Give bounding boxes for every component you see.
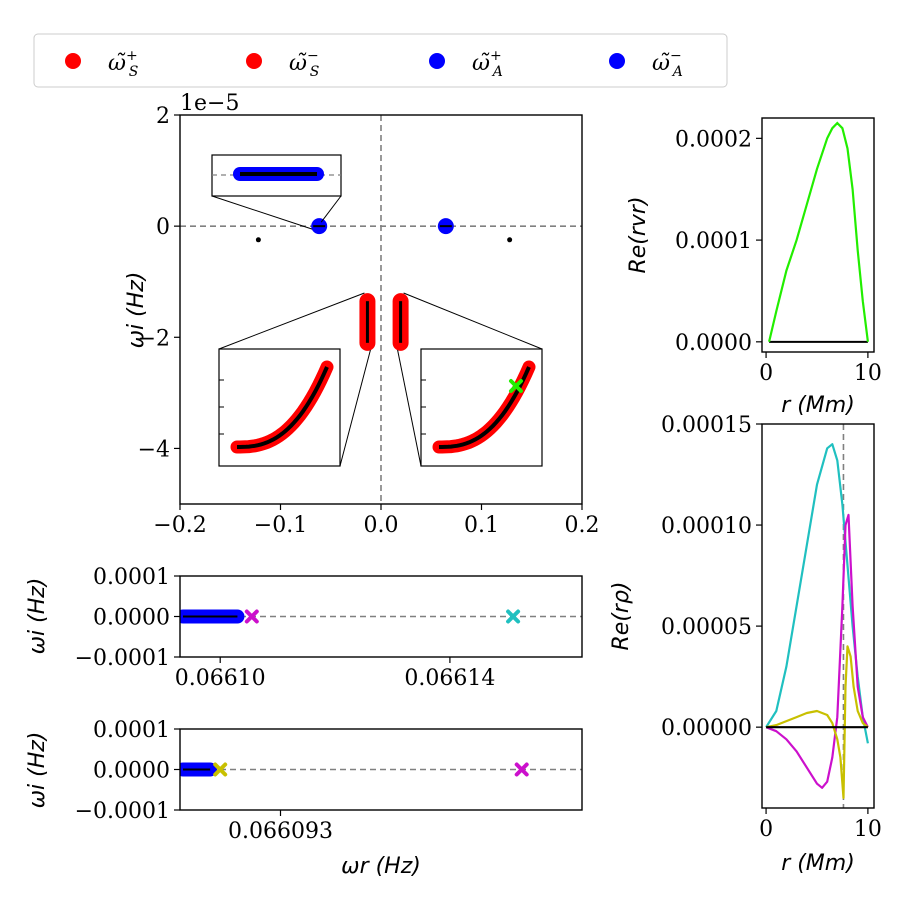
sub2-xtick-label: 0.066093 xyxy=(228,819,333,844)
right_bottom-xtick-label: 0 xyxy=(759,817,773,842)
inset-slow-left-core xyxy=(237,366,329,449)
main-frame xyxy=(179,114,583,505)
main-data xyxy=(180,115,582,504)
sub1-ytick-label: −0.0001 xyxy=(75,646,170,671)
right_top-xtick-label: 10 xyxy=(854,361,882,386)
legend-marker-slow-minus xyxy=(246,53,262,69)
right-top-frame xyxy=(761,117,875,353)
inset-slow-connector xyxy=(397,349,422,467)
sub2-frame xyxy=(179,728,583,811)
legend-label-alfven-minus: ω̃− A xyxy=(652,48,683,80)
main-black-point xyxy=(507,237,513,243)
right_bottom-ytick-label: 0.00000 xyxy=(661,716,752,741)
sub2-data xyxy=(180,762,582,777)
inset-alfven-connector xyxy=(320,195,342,223)
legend-label-slow-minus: ω̃− S xyxy=(289,48,319,80)
sub1-frame xyxy=(179,575,583,658)
sub2-marker-magenta xyxy=(514,762,529,777)
sub1-ytick-label: 0.0000 xyxy=(93,606,170,631)
inset-slow-right-core xyxy=(439,366,531,449)
right-top-axes: 0 10 0.0002 0.0001 0.0000 xyxy=(675,127,882,386)
main-ytick-label: 2 xyxy=(156,104,170,129)
sub2-ytick-label: 0.0001 xyxy=(93,718,170,743)
main-ylabel: ωi (Hz) xyxy=(124,272,149,349)
right-bottom-axes: 0 10 0.00015 0.00010 0.00005 0.00000 xyxy=(661,413,882,842)
right-top-panel: 0 10 0.0002 0.0001 0.0000 Re(rvr) r (Mm) xyxy=(626,117,882,418)
legend-frame xyxy=(33,33,728,88)
right-top-curve-green xyxy=(768,121,869,343)
sub2-ytick-label: 0.0000 xyxy=(93,759,170,784)
sub2-axes: 0.066093 0.0001 0.0000 −0.0001 xyxy=(75,718,333,844)
right_bottom-xtick-label: 10 xyxy=(854,817,882,842)
right_bottom-ytick-label: 0.00015 xyxy=(661,413,752,438)
sub2-marker-olive xyxy=(213,762,228,777)
sub2-panel: 0.066093 0.0001 0.0000 −0.0001 ωi (Hz) ωr (… xyxy=(25,718,583,879)
main-xtick-label: 0.2 xyxy=(565,513,600,538)
sub1-marker-magenta xyxy=(244,609,259,624)
legend: ω̃+ S ω̃− S ω̃+ A ω̃− A xyxy=(33,33,728,88)
main-xtick-label: −0.1 xyxy=(254,513,307,538)
legend-marker-alfven-minus xyxy=(609,53,625,69)
sub2-xlabel: ωr (Hz) xyxy=(341,854,421,879)
right_bottom-ytick-label: 0.00010 xyxy=(661,514,752,539)
insets xyxy=(211,154,543,467)
inset-slow-connector xyxy=(218,292,365,350)
main-y-multiplier: 1e−5 xyxy=(180,91,239,116)
sub1-panel: 0.06610 0.06614 0.0001 0.0000 −0.0001 ωi (Hz… xyxy=(25,565,583,691)
right-top-ylabel: Re(rvr) xyxy=(626,196,651,273)
right-bottom-frame xyxy=(761,423,875,809)
main-xtick-label: 0.1 xyxy=(464,513,499,538)
legend-marker-alfven-plus xyxy=(429,53,445,69)
sub1-axes: 0.06610 0.06614 0.0001 0.0000 −0.0001 xyxy=(75,565,496,691)
right_top-ytick-label: 0.0000 xyxy=(675,331,752,356)
right_top-ytick-label: 0.0001 xyxy=(675,229,752,254)
right-bottom-ylabel: Re(rρ) xyxy=(609,582,634,651)
right-bottom-curve-olive xyxy=(765,645,869,799)
sub1-ylabel: ωi (Hz) xyxy=(25,578,50,655)
sub2-ylabel: ωi (Hz) xyxy=(25,732,50,809)
right-bottom-panel: 0 10 0.00015 0.00010 0.00005 0.00000 Re(rρ) r… xyxy=(609,413,882,876)
main-ytick-label: −2 xyxy=(138,326,170,351)
legend-label-slow-plus: ω̃+ S xyxy=(108,48,138,80)
legend-marker-slow-plus xyxy=(65,53,81,69)
main-axes: −0.2 −0.1 0.0 0.1 0.2 2 0 −2 −4 xyxy=(138,104,600,538)
main-black-point xyxy=(255,237,261,243)
right-top-xlabel: r (Mm) xyxy=(781,393,855,418)
right_top-xtick-label: 0 xyxy=(759,361,773,386)
sub1-xtick-label: 0.06614 xyxy=(404,666,495,691)
inset-slow-right-marker xyxy=(509,379,523,393)
main-panel: 1e−5 −0.2 −0.1 0.0 0.1 0.2 2 0 −2 −4 ωi (Hz) xyxy=(124,91,600,538)
sub1-xtick-label: 0.06610 xyxy=(175,666,266,691)
main-ytick-label: −4 xyxy=(138,437,170,462)
main-ytick-label: 0 xyxy=(156,215,170,240)
right_top-ytick-label: 0.0002 xyxy=(675,127,752,152)
main-xtick-label: 0.0 xyxy=(364,513,399,538)
right-bottom-xlabel: r (Mm) xyxy=(781,851,855,876)
right-top-data xyxy=(768,121,869,343)
inset-alfven-connector xyxy=(211,195,313,230)
sub1-data xyxy=(180,609,582,624)
main-xtick-label: −0.2 xyxy=(153,513,206,538)
sub1-marker-cyan xyxy=(506,609,521,624)
right-bottom-data xyxy=(765,424,869,808)
sub1-ytick-label: 0.0001 xyxy=(93,565,170,590)
sub2-ytick-label: −0.0001 xyxy=(75,799,170,824)
right_bottom-ytick-label: 0.00005 xyxy=(661,615,752,640)
inset-slow-connector xyxy=(339,349,371,467)
right-bottom-curve-magenta xyxy=(765,513,869,789)
inset-slow-connector xyxy=(403,292,543,350)
legend-label-alfven-plus: ω̃+ A xyxy=(472,48,503,80)
